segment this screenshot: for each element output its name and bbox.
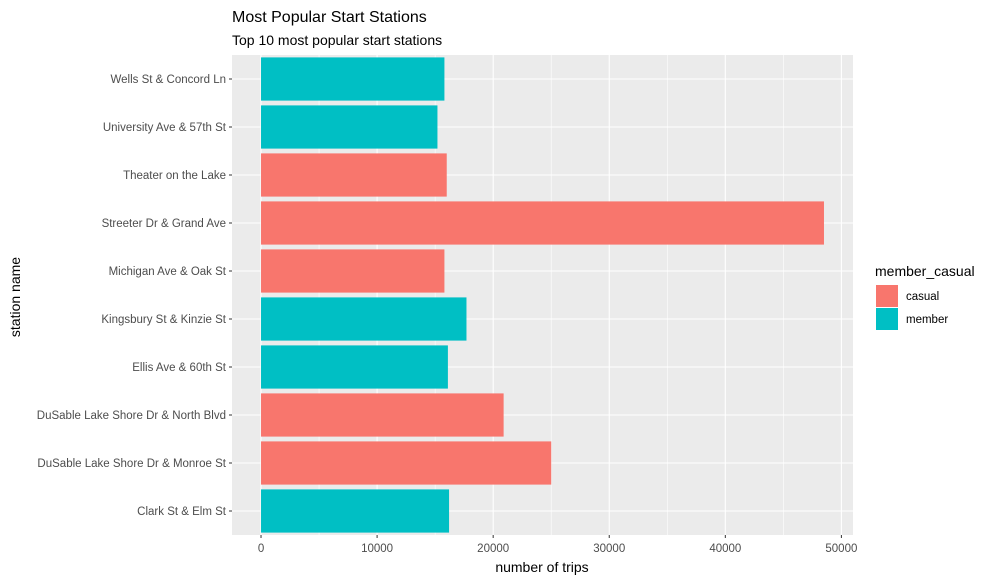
legend: member_casual casual member: [875, 263, 975, 330]
y-tick-label: Kingsbury St & Kinzie St: [101, 314, 226, 326]
x-axis: 0 10000 20000 30000 40000 50000: [258, 535, 857, 555]
bar: [261, 105, 438, 149]
bar: [261, 249, 445, 293]
bar: [261, 441, 552, 485]
bars-layer: [261, 57, 824, 533]
x-tick-label: 20000: [477, 543, 509, 555]
chart-title: Most Popular Start Stations: [232, 9, 427, 26]
bar: [261, 393, 504, 437]
x-tick-label: 30000: [593, 543, 625, 555]
y-tick-label: Ellis Ave & 60th St: [132, 362, 227, 374]
bar: [261, 489, 450, 533]
y-tick-label: University Ave & 57th St: [103, 122, 227, 134]
y-tick-label: Wells St & Concord Ln: [111, 74, 226, 86]
x-tick-label: 0: [258, 543, 264, 555]
x-tick-label: 50000: [825, 543, 857, 555]
x-tick-label: 40000: [709, 543, 741, 555]
x-tick-label: 10000: [361, 543, 393, 555]
y-tick-label: DuSable Lake Shore Dr & Monroe St: [37, 458, 226, 470]
legend-label: member: [906, 314, 948, 326]
legend-swatch: [876, 285, 898, 307]
y-tick-label: Streeter Dr & Grand Ave: [102, 218, 226, 230]
y-tick-label: Theater on the Lake: [123, 170, 226, 182]
legend-label: casual: [906, 291, 939, 303]
legend-title: member_casual: [875, 263, 975, 279]
y-tick-label: DuSable Lake Shore Dr & North Blvd: [37, 410, 226, 422]
bar: [261, 57, 445, 101]
bar: [261, 201, 824, 245]
legend-swatch: [876, 308, 898, 330]
x-axis-title: number of trips: [495, 559, 588, 575]
y-tick-label: Clark St & Elm St: [137, 506, 227, 518]
y-axis-title: station name: [7, 257, 23, 337]
bar: [261, 297, 467, 341]
chart-subtitle: Top 10 most popular start stations: [232, 32, 442, 48]
y-axis: Clark St & Elm St DuSable Lake Shore Dr &…: [37, 74, 232, 518]
y-tick-label: Michigan Ave & Oak St: [109, 266, 227, 278]
bar: [261, 153, 447, 197]
bar: [261, 345, 448, 389]
